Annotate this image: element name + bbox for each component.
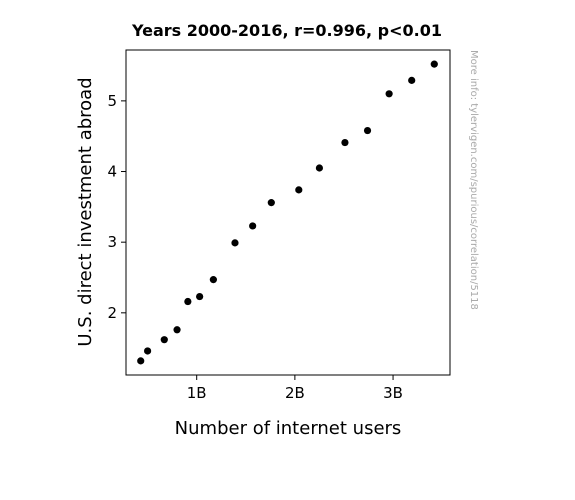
data-point xyxy=(385,90,393,98)
x-axis: 1B 2B 3B xyxy=(187,375,403,402)
data-point xyxy=(196,292,204,301)
x-tick-label: 3B xyxy=(383,384,403,402)
x-axis-label: Number of internet users xyxy=(175,418,402,439)
y-tick-label: 3 xyxy=(107,233,117,251)
data-point xyxy=(363,126,372,135)
data-points xyxy=(137,60,438,365)
data-point xyxy=(408,76,416,84)
data-point xyxy=(184,297,192,306)
y-axis-label: U.S. direct investment abroad xyxy=(75,77,96,346)
data-point xyxy=(160,336,168,344)
data-point xyxy=(267,199,275,207)
data-point xyxy=(341,138,349,147)
x-tick-label: 1B xyxy=(187,384,207,402)
source-note: More info: tylervigen.com/spurious/corre… xyxy=(468,50,479,310)
y-tick-label: 2 xyxy=(107,304,117,322)
data-point xyxy=(295,186,303,194)
data-point xyxy=(144,347,152,355)
data-point xyxy=(430,60,438,68)
y-axis: 2 3 4 5 xyxy=(107,92,126,322)
data-point xyxy=(209,276,217,284)
data-point xyxy=(315,164,324,172)
data-point xyxy=(231,239,239,247)
y-tick-label: 4 xyxy=(107,163,117,181)
chart-title: Years 2000-2016, r=0.996, p<0.01 xyxy=(131,21,442,40)
data-point xyxy=(173,326,181,334)
plot-area xyxy=(125,49,451,376)
x-tick-label: 2B xyxy=(285,384,305,402)
data-point xyxy=(137,357,145,365)
data-point xyxy=(249,222,257,230)
y-tick-label: 5 xyxy=(107,92,117,110)
